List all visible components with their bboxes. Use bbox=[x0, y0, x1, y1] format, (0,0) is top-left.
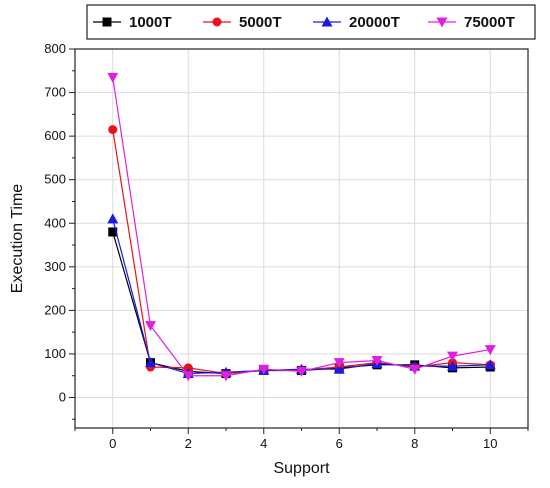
y-tick-label: 300 bbox=[44, 259, 66, 274]
series-line bbox=[112, 129, 491, 375]
data-point bbox=[108, 227, 118, 237]
series-5000T bbox=[108, 125, 495, 379]
legend-label: 5000T bbox=[239, 14, 282, 31]
grid bbox=[75, 48, 528, 428]
data-point bbox=[107, 213, 119, 224]
data-point bbox=[258, 364, 270, 375]
x-tick-label: 10 bbox=[483, 436, 497, 451]
y-tick-label: 0 bbox=[59, 390, 66, 405]
data-point bbox=[108, 125, 118, 135]
data-point bbox=[484, 359, 496, 370]
series-line bbox=[112, 77, 491, 377]
legend-item-75000T: 75000T bbox=[428, 14, 515, 31]
legend-marker bbox=[102, 17, 112, 27]
legend-box bbox=[86, 4, 536, 40]
data-point bbox=[220, 371, 232, 382]
x-tick-label: 4 bbox=[260, 436, 267, 451]
legend-label: 75000T bbox=[464, 14, 515, 31]
y-tick-label: 700 bbox=[44, 85, 66, 100]
data-point bbox=[107, 72, 119, 83]
data-point bbox=[182, 371, 194, 382]
legend-label: 20000T bbox=[349, 14, 400, 31]
data-point bbox=[333, 363, 345, 374]
data-point bbox=[145, 321, 156, 332]
y-axis-title: Execution Time bbox=[9, 184, 26, 293]
data-point bbox=[409, 364, 421, 375]
series-20000T bbox=[107, 213, 496, 379]
x-axis-title: Support bbox=[273, 460, 330, 477]
legend-item-1000T: 1000T bbox=[93, 14, 172, 31]
x-tick-label: 8 bbox=[411, 436, 418, 451]
legend-marker bbox=[436, 17, 448, 28]
y-tick-label: 400 bbox=[44, 215, 66, 230]
y-tick-label: 600 bbox=[44, 128, 66, 143]
legend-marker bbox=[212, 17, 222, 27]
series-layer bbox=[107, 72, 496, 382]
data-point bbox=[447, 351, 458, 362]
legend-marker bbox=[321, 16, 333, 27]
data-point bbox=[183, 363, 193, 373]
y-tick-label: 800 bbox=[44, 41, 66, 56]
legend-item-20000T: 20000T bbox=[313, 14, 400, 31]
legend-item-5000T: 5000T bbox=[203, 14, 282, 31]
legend-label: 1000T bbox=[129, 14, 172, 31]
data-point bbox=[371, 355, 383, 366]
series-line bbox=[112, 231, 491, 375]
x-tick-label: 0 bbox=[109, 436, 116, 451]
series-75000T bbox=[107, 72, 496, 382]
x-tick-label: 2 bbox=[185, 436, 192, 451]
series-1000T bbox=[108, 227, 495, 379]
y-tick-label: 200 bbox=[44, 302, 66, 317]
data-point bbox=[333, 358, 345, 369]
x-tick-label: 6 bbox=[336, 436, 343, 451]
data-point bbox=[447, 360, 458, 371]
legend: 1000T 5000T 20000T 75000T bbox=[86, 4, 536, 40]
y-tick-label: 100 bbox=[44, 346, 66, 361]
data-point bbox=[145, 357, 156, 368]
y-tick-label: 500 bbox=[44, 172, 66, 187]
data-point bbox=[484, 345, 496, 356]
data-point bbox=[296, 366, 307, 377]
